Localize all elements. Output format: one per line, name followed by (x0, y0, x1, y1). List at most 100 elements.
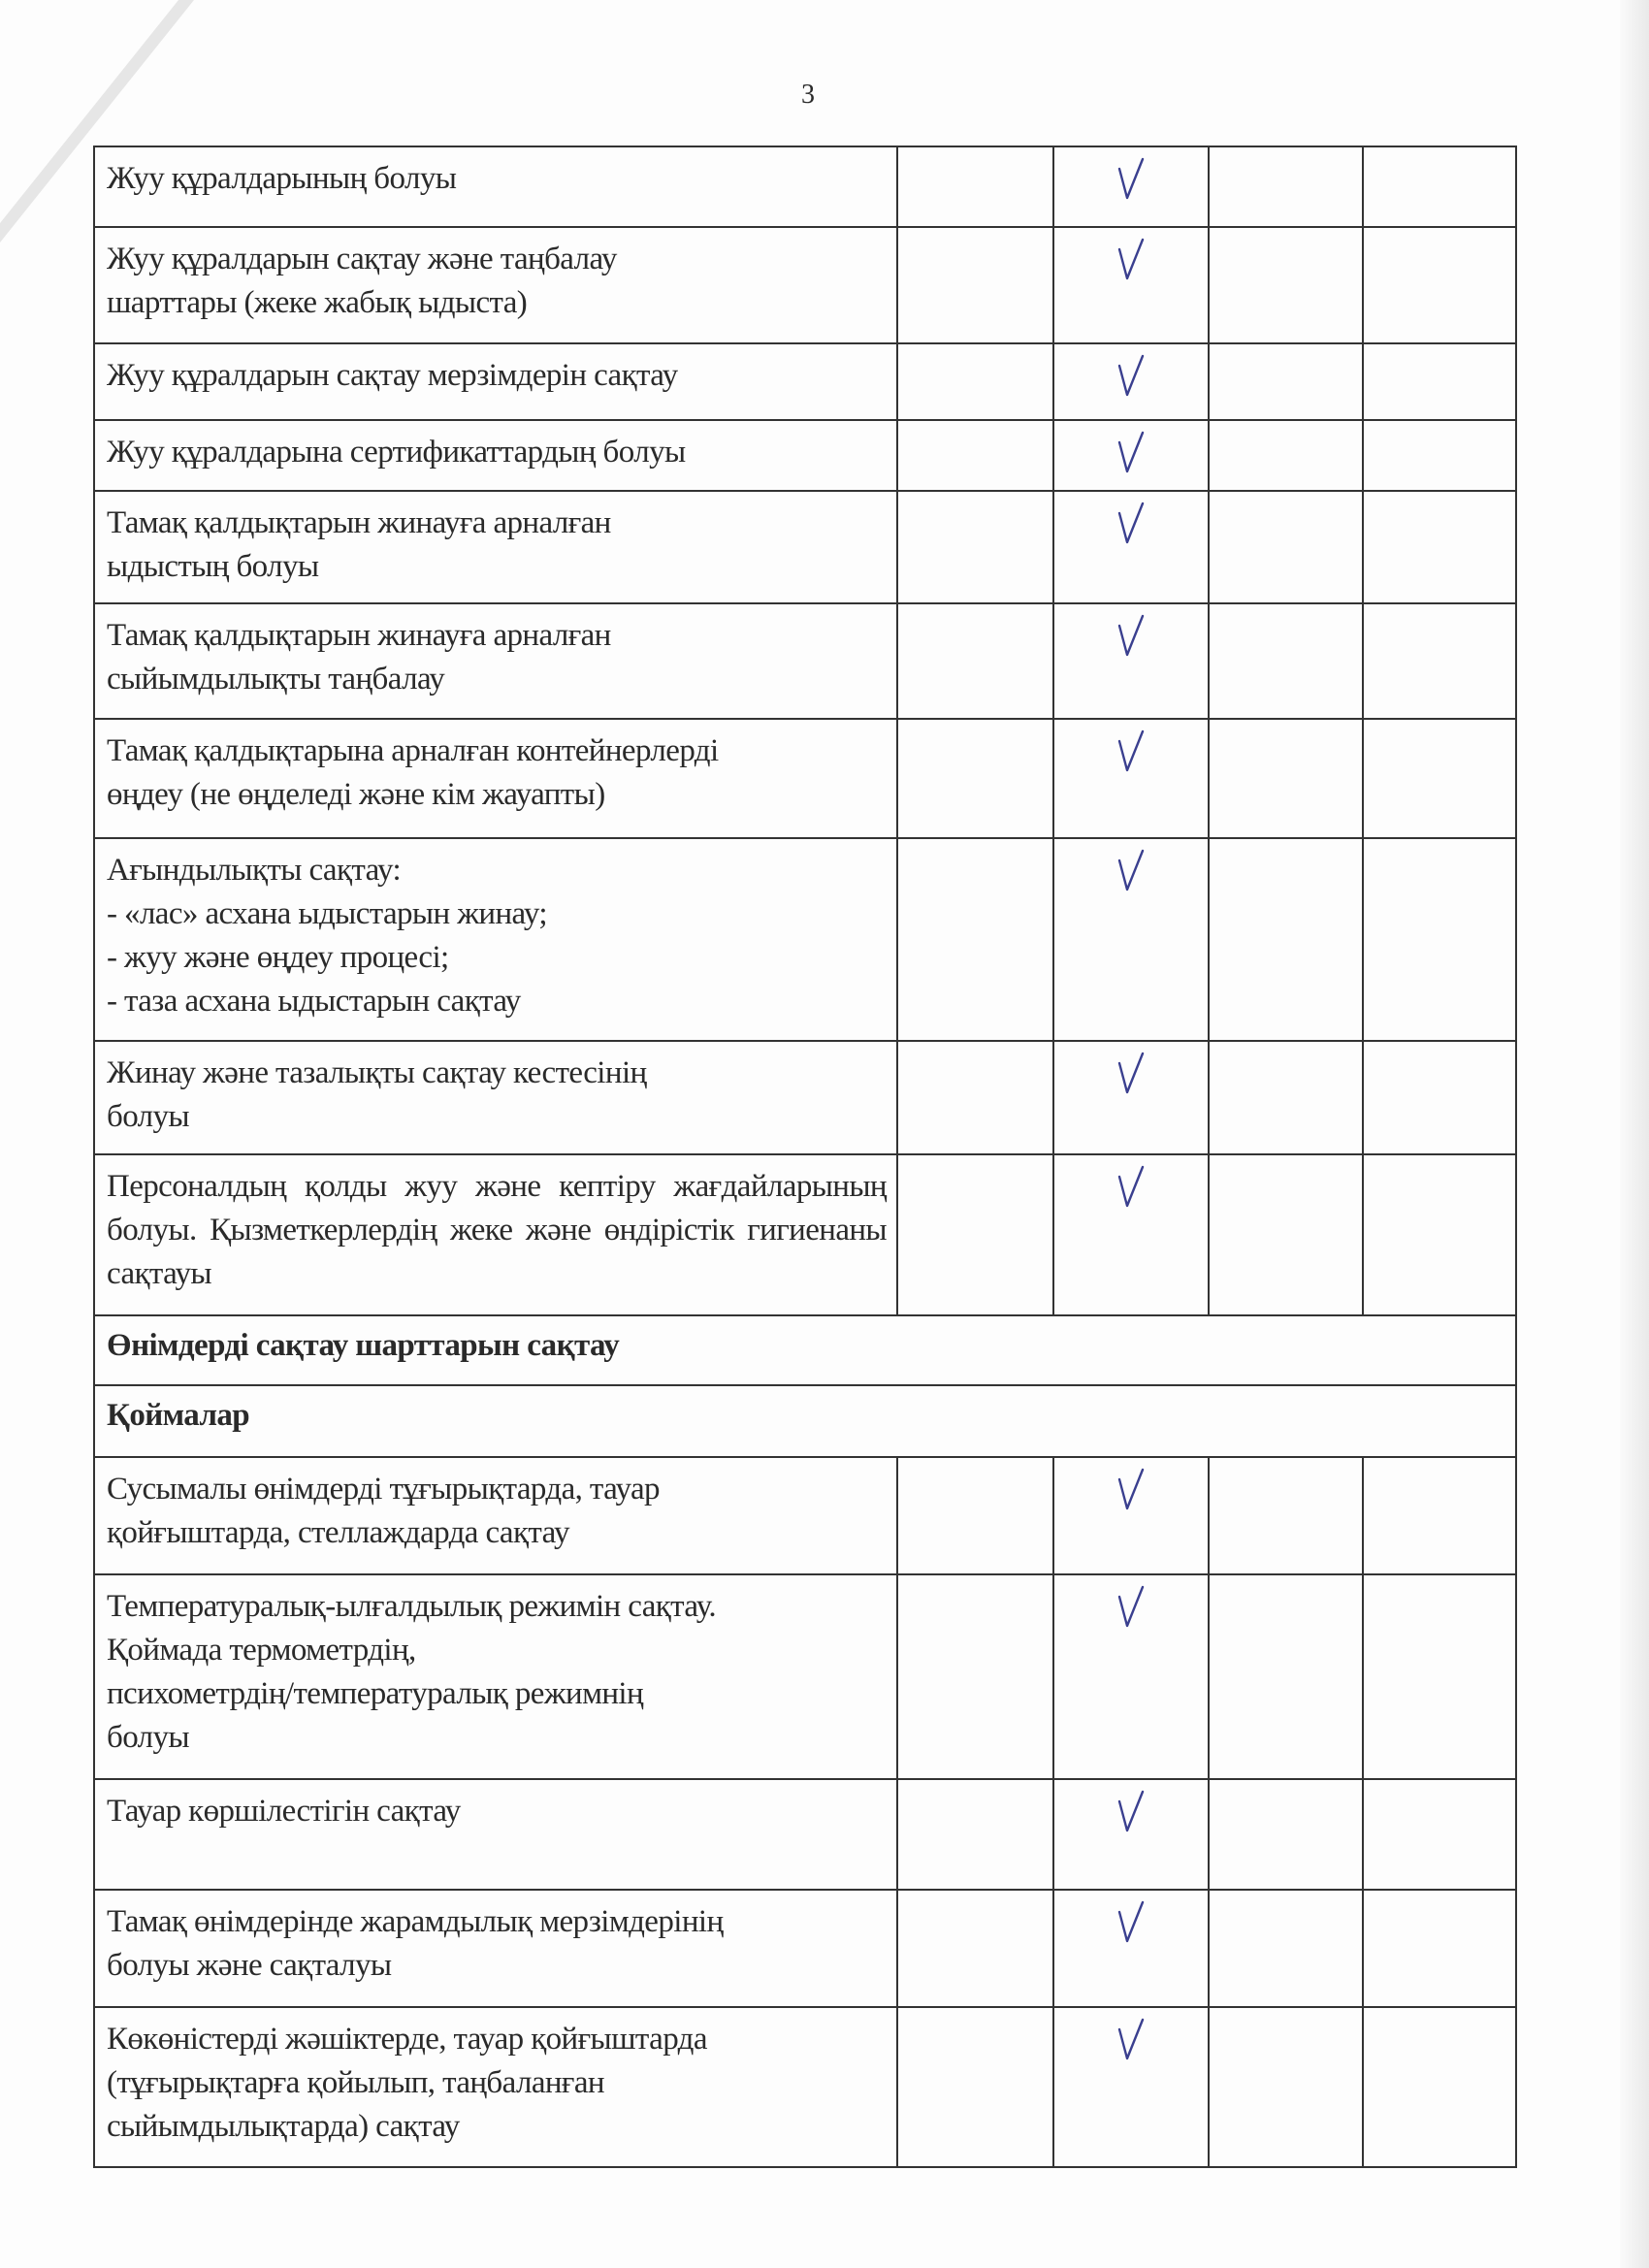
mark-cell-1[interactable] (896, 490, 1054, 604)
mark-cell-2[interactable] (1052, 419, 1210, 492)
mark-cell-2[interactable] (1052, 226, 1210, 344)
table-row: Жуу құралдарын сақтау және таңбалау шартт… (93, 226, 1517, 344)
criterion-text: Көкөністерді жәшіктерде, тауар қойғыштар… (107, 2022, 708, 2057)
table-row: Тамақ қалдықтарына арналған контейнерлер… (93, 718, 1517, 839)
mark-cell-3[interactable] (1208, 490, 1364, 604)
criterion-cell: Жуу құралдарының болуы (93, 146, 898, 228)
mark-cell-3[interactable] (1208, 1889, 1364, 2008)
checkmark-icon (1117, 1585, 1145, 1628)
mark-cell-4[interactable] (1362, 342, 1517, 421)
mark-cell-4[interactable] (1362, 1778, 1517, 1891)
mark-cell-2[interactable] (1052, 1040, 1210, 1155)
mark-cell-2[interactable] (1052, 490, 1210, 604)
criterion-text: - жуу және өңдеу процесі; (107, 940, 449, 975)
checkmark-icon (1117, 1468, 1145, 1510)
mark-cell-4[interactable] (1362, 1456, 1517, 1575)
mark-cell-3[interactable] (1208, 602, 1364, 720)
mark-cell-4[interactable] (1362, 602, 1517, 720)
mark-cell-1[interactable] (896, 226, 1054, 344)
table-row: Сусымалы өнімдерді тұғырықтарда, тауар қо… (93, 1456, 1517, 1575)
table-row: Тамақ қалдықтарын жинауға арналған ыдысты… (93, 490, 1517, 604)
criterion-text: (тұғырықтарға қойылып, таңбаланған (107, 2065, 605, 2100)
criterion-cell: Сусымалы өнімдерді тұғырықтарда, тауар қо… (93, 1456, 898, 1575)
table-row: Тамақ өнімдерінде жарамдылық мерзімдерін… (93, 1889, 1517, 2008)
mark-cell-1[interactable] (896, 2006, 1054, 2168)
criterion-cell: Тамақ қалдықтарын жинауға арналған сыйымд… (93, 602, 898, 720)
criterion-cell: Температуралық-ылғалдылық режимін сақтау… (93, 1573, 898, 1780)
mark-cell-4[interactable] (1362, 1889, 1517, 2008)
mark-cell-4[interactable] (1362, 490, 1517, 604)
mark-cell-1[interactable] (896, 1889, 1054, 2008)
criterion-text: - «лас» асхана ыдыстарын жинау; (107, 896, 548, 931)
mark-cell-2[interactable] (1052, 1456, 1210, 1575)
mark-cell-3[interactable] (1208, 1778, 1364, 1891)
criterion-text: шарттары (жеке жабық ыдыста) (107, 285, 528, 320)
mark-cell-3[interactable] (1208, 1456, 1364, 1575)
mark-cell-4[interactable] (1362, 1040, 1517, 1155)
mark-cell-1[interactable] (896, 1456, 1054, 1575)
criterion-cell: Жуу құралдарын сақтау мерзімдерін сақтау (93, 342, 898, 421)
mark-cell-2[interactable] (1052, 837, 1210, 1042)
mark-cell-2[interactable] (1052, 1778, 1210, 1891)
mark-cell-2[interactable] (1052, 1153, 1210, 1316)
mark-cell-1[interactable] (896, 1153, 1054, 1316)
criterion-text: - таза асхана ыдыстарын сақтау (107, 984, 521, 1019)
mark-cell-1[interactable] (896, 342, 1054, 421)
criterion-text: Жинау және тазалықты сақтау кестесінің (107, 1055, 647, 1090)
criterion-cell: Тамақ өнімдерінде жарамдылық мерзімдерін… (93, 1889, 898, 2008)
mark-cell-1[interactable] (896, 1573, 1054, 1780)
mark-cell-3[interactable] (1208, 226, 1364, 344)
mark-cell-3[interactable] (1208, 1153, 1364, 1316)
criterion-cell: Тауар көршілестігін сақтау (93, 1778, 898, 1891)
table-row: Тауар көршілестігін сақтау (93, 1778, 1517, 1891)
checkmark-icon (1117, 2018, 1145, 2060)
criterion-cell: Тамақ қалдықтарын жинауға арналған ыдысты… (93, 490, 898, 604)
section-heading: Қоймалар (93, 1384, 1517, 1458)
mark-cell-3[interactable] (1208, 2006, 1364, 2168)
criterion-cell: Жинау және тазалықты сақтау кестесінің бо… (93, 1040, 898, 1155)
checkmark-icon (1117, 157, 1145, 200)
mark-cell-2[interactable] (1052, 2006, 1210, 2168)
mark-cell-3[interactable] (1208, 1573, 1364, 1780)
mark-cell-1[interactable] (896, 718, 1054, 839)
mark-cell-2[interactable] (1052, 718, 1210, 839)
checkmark-icon (1117, 238, 1145, 280)
mark-cell-4[interactable] (1362, 837, 1517, 1042)
mark-cell-4[interactable] (1362, 1573, 1517, 1780)
section-row: Өнімдерді сақтау шарттарын сақтау (93, 1314, 1517, 1386)
mark-cell-3[interactable] (1208, 718, 1364, 839)
mark-cell-3[interactable] (1208, 837, 1364, 1042)
mark-cell-3[interactable] (1208, 419, 1364, 492)
mark-cell-1[interactable] (896, 1040, 1054, 1155)
criterion-text: психометрдің/температуралық режимнің (107, 1676, 644, 1711)
checkmark-icon (1117, 1052, 1145, 1094)
table-row: Жуу құралдарына сертификаттардың болуы (93, 419, 1517, 492)
mark-cell-4[interactable] (1362, 226, 1517, 344)
mark-cell-1[interactable] (896, 419, 1054, 492)
mark-cell-4[interactable] (1362, 146, 1517, 228)
mark-cell-2[interactable] (1052, 342, 1210, 421)
mark-cell-2[interactable] (1052, 146, 1210, 228)
mark-cell-2[interactable] (1052, 602, 1210, 720)
mark-cell-3[interactable] (1208, 146, 1364, 228)
mark-cell-4[interactable] (1362, 718, 1517, 839)
mark-cell-1[interactable] (896, 1778, 1054, 1891)
mark-cell-1[interactable] (896, 602, 1054, 720)
criterion-text: Жуу құралдарын сақтау және таңбалау (107, 242, 617, 276)
page-number: 3 (801, 80, 815, 110)
table-row: Көкөністерді жәшіктерде, тауар қойғыштар… (93, 2006, 1517, 2168)
table-row: Ағындылықты сақтау: - «лас» асхана ыдыста… (93, 837, 1517, 1042)
mark-cell-2[interactable] (1052, 1573, 1210, 1780)
criterion-text: болуы (107, 1720, 190, 1755)
mark-cell-1[interactable] (896, 837, 1054, 1042)
mark-cell-4[interactable] (1362, 1153, 1517, 1316)
mark-cell-2[interactable] (1052, 1889, 1210, 2008)
mark-cell-3[interactable] (1208, 1040, 1364, 1155)
mark-cell-1[interactable] (896, 146, 1054, 228)
criterion-text: Персоналдың қолды жуу және кептіру жағда… (107, 1169, 888, 1291)
criterion-text: Жуу құралдарының болуы (107, 161, 457, 196)
mark-cell-4[interactable] (1362, 419, 1517, 492)
mark-cell-4[interactable] (1362, 2006, 1517, 2168)
mark-cell-3[interactable] (1208, 342, 1364, 421)
criterion-cell: Жуу құралдарына сертификаттардың болуы (93, 419, 898, 492)
